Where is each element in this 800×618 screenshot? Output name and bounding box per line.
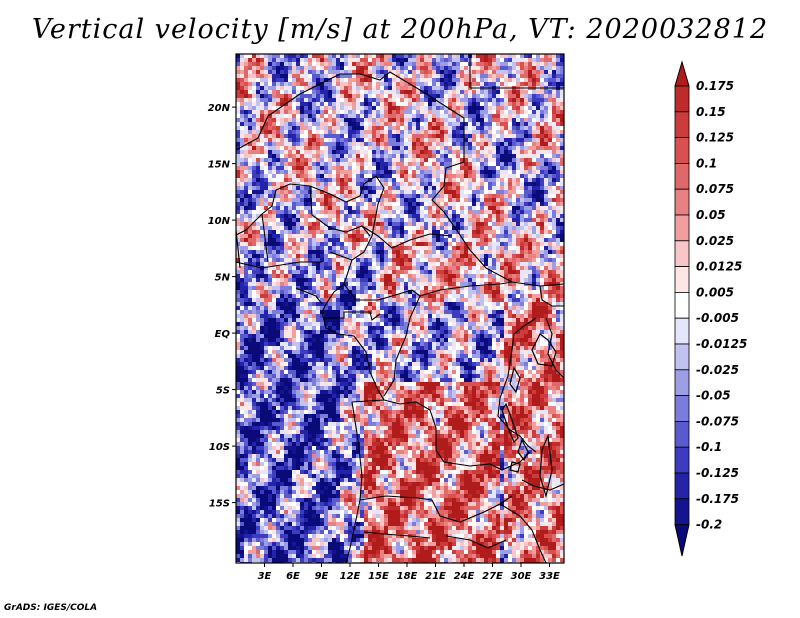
lon-tick-label: 12E (340, 571, 361, 582)
lake-outlines (501, 333, 557, 499)
colorbar-top-arrow (674, 60, 690, 87)
colorbar-label: 0.175 (696, 79, 734, 93)
lat-tick-label: EQ (215, 329, 231, 340)
colorbar-label: 0.125 (696, 131, 734, 145)
lat-tick-label: 20N (208, 103, 231, 114)
colorbar-bottom-arrow (674, 524, 690, 557)
map-title: Vertical velocity [m/s] at 200hPa, VT: 2… (31, 14, 769, 45)
colorbar-segment (674, 85, 690, 113)
colorbar-label: -0.1 (696, 440, 722, 454)
colorbar-segment (674, 317, 690, 345)
colorbar-label: 0.05 (696, 208, 726, 222)
colorbar-segment (674, 188, 690, 216)
country-borders (236, 54, 564, 563)
lat-tick-label: 15S (209, 499, 230, 510)
colorbar-segment (674, 498, 690, 525)
lat-tick-label: 5N (215, 273, 231, 284)
lon-tick-label: 15E (368, 571, 389, 582)
lat-tick-label: 10S (209, 442, 230, 453)
colorbar-label: 0.075 (696, 182, 734, 196)
lon-tick-label: 3E (258, 571, 272, 582)
lat-tick-label: 15N (208, 160, 231, 171)
colorbar-label: 0.15 (696, 105, 726, 119)
credit-label: GrADS: IGES/COLA (4, 603, 98, 613)
colorbar-label: -0.005 (696, 311, 739, 325)
lat-tick-label: 10N (208, 216, 231, 227)
lon-tick-label: 30E (511, 571, 532, 582)
map-frame (235, 53, 565, 564)
colorbar-segment (674, 240, 690, 268)
lon-tick-label: 18E (397, 571, 418, 582)
colorbar-segment (674, 111, 690, 139)
colorbar-label: -0.025 (696, 363, 739, 377)
lon-tick-label: 24E (454, 571, 475, 582)
colorbar-label: -0.2 (696, 518, 722, 532)
colorbar-label: -0.0125 (696, 337, 747, 351)
lat-tick-label: 5S (216, 386, 230, 397)
colorbar-label: -0.175 (696, 492, 739, 506)
colorbar-label: 0.1 (696, 156, 717, 170)
colorbar-label: 0.005 (696, 285, 734, 299)
lon-tick-label: 21E (425, 571, 446, 582)
latitude-axis: 20N 15N 10N 5N EQ 5S 10S 15S (208, 103, 236, 510)
colorbar-label: -0.125 (696, 466, 739, 480)
colorbar-segment (674, 420, 690, 448)
velocity-field (236, 54, 564, 563)
lon-tick-label: 6E (286, 571, 300, 582)
colorbar-label: 0.025 (696, 234, 734, 248)
lon-tick-label: 33E (539, 571, 560, 582)
lon-tick-label: 9E (315, 571, 329, 582)
colorbar-label: 0.0125 (696, 260, 742, 274)
colorbar-segment (674, 472, 690, 500)
colorbar-label: -0.075 (696, 414, 739, 428)
colorbar-label: -0.05 (696, 389, 731, 403)
colorbar-segment (674, 214, 690, 242)
colorbar-segment (674, 162, 690, 190)
colorbar-segment (674, 137, 690, 164)
colorbar-segment (674, 446, 690, 474)
colorbar: 0.175 0.15 0.125 0.1 0.075 0.05 0.025 0.0125 0.0… (674, 60, 747, 557)
colorbar-segment (674, 395, 690, 422)
colorbar-segment (674, 369, 690, 396)
longitude-axis: 3E 6E 9E 12E 15E 18E 21E 24E 27E 30E 33E (258, 563, 560, 582)
colorbar-segment (674, 291, 690, 319)
lon-tick-label: 27E (482, 571, 503, 582)
colorbar-segment (674, 266, 690, 293)
colorbar-segment (674, 343, 690, 371)
